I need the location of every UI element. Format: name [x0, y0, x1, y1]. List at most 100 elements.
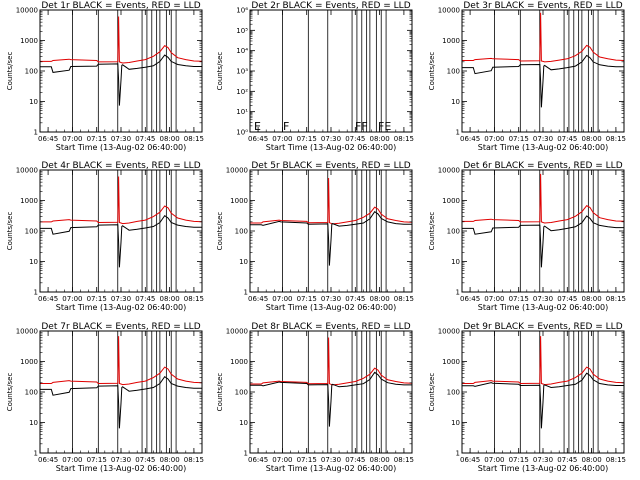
x-axis-label: Start Time (13-Aug-02 06:40:00)	[478, 303, 609, 312]
chart-panel-8: Det 8r BLACK = Events, RED = LLD 1 10 100 10…	[216, 322, 414, 473]
y-axis-label: Counts/sec	[216, 373, 224, 412]
x-tick-label: 08:15	[184, 456, 204, 464]
series-line-events	[250, 371, 412, 427]
y-tick-label: 10²	[236, 88, 248, 96]
x-tick-label: 07:15	[87, 456, 107, 464]
x-tick-label: 06:45	[460, 456, 480, 464]
x-tick-label: 08:15	[606, 456, 626, 464]
x-tick-label: 06:45	[248, 135, 268, 143]
y-tick-label: 1	[34, 450, 38, 458]
x-axis-label: Start Time (13-Aug-02 06:40:00)	[56, 143, 187, 152]
event-lines	[493, 10, 599, 132]
y-tick-label: 10000	[16, 7, 38, 15]
y-tick-label: 10	[239, 419, 248, 427]
x-tick-label: 07:00	[272, 295, 292, 303]
x-tick-label: 08:15	[606, 295, 626, 303]
event-lines	[72, 10, 177, 132]
y-tick-label: 100	[447, 389, 460, 397]
y-tick-label: 10000	[438, 328, 460, 336]
x-tick-label: 07:45	[345, 295, 365, 303]
series-line-events	[40, 54, 202, 106]
y-tick-label: 10000	[226, 328, 248, 336]
series-group	[462, 336, 624, 429]
y-tick-label: 10000	[16, 328, 38, 336]
x-tick-label: 07:45	[135, 456, 155, 464]
y-axis-label: Counts/sec	[428, 212, 436, 251]
y-tick-label: 1	[244, 289, 248, 297]
y-tick-label: 10³	[236, 68, 248, 76]
series-group	[462, 173, 624, 268]
x-tick-label: 07:15	[87, 295, 107, 303]
chart-panel-5: Det 5r BLACK = Events, RED = LLD 1 10 100 10…	[216, 161, 414, 312]
y-tick-label: 10⁵	[236, 27, 248, 35]
x-tick-label: 07:45	[135, 135, 155, 143]
x-tick-label: 07:00	[62, 295, 82, 303]
x-tick-label: 06:45	[460, 135, 480, 143]
chart-title: Det 7r BLACK = Events, RED = LLD	[41, 322, 200, 332]
x-tick-label: 07:45	[345, 456, 365, 464]
annotation-label: F	[283, 120, 289, 133]
x-tick-label: 07:30	[111, 135, 131, 143]
x-axis-label: Start Time (13-Aug-02 06:40:00)	[56, 464, 187, 473]
chart-panel-3: Det 3r BLACK = Events, RED = LLD 1 10 100 10…	[428, 1, 626, 152]
chart-title: Det 4r BLACK = Events, RED = LLD	[41, 161, 200, 171]
y-tick-label: 1000	[20, 358, 38, 366]
x-tick-label: 08:15	[394, 456, 414, 464]
x-axis-label: Start Time (13-Aug-02 06:40:00)	[266, 303, 397, 312]
chart-panel-4: Det 4r BLACK = Events, RED = LLD 1 10 100 10…	[6, 161, 204, 312]
x-tick-label: 07:15	[297, 295, 317, 303]
x-tick-label: 07:30	[321, 135, 341, 143]
x-tick-label: 06:45	[248, 456, 268, 464]
y-tick-label: 10000	[16, 167, 38, 175]
x-tick-label: 07:15	[87, 135, 107, 143]
series-line-events	[462, 54, 624, 108]
x-tick-label: 07:15	[509, 295, 529, 303]
x-tick-label: 07:15	[509, 135, 529, 143]
event-lines	[281, 10, 387, 132]
series-line-lld	[462, 12, 624, 63]
series-line-lld	[40, 336, 202, 386]
y-tick-label: 10000	[438, 167, 460, 175]
y-tick-label: 10	[239, 258, 248, 266]
x-tick-label: 07:45	[557, 135, 577, 143]
x-tick-label: 08:00	[160, 135, 180, 143]
x-tick-label: 07:00	[62, 135, 82, 143]
chart-title: Det 9r BLACK = Events, RED = LLD	[463, 322, 622, 332]
x-tick-label: 08:00	[582, 135, 602, 143]
x-tick-label: 08:15	[394, 135, 414, 143]
y-tick-label: 1	[456, 129, 460, 137]
x-tick-label: 07:45	[345, 135, 365, 143]
x-tick-label: 08:00	[370, 135, 390, 143]
x-axis-label: Start Time (13-Aug-02 06:40:00)	[478, 143, 609, 152]
x-tick-label: 07:30	[321, 295, 341, 303]
y-tick-label: 100	[25, 68, 38, 76]
y-tick-label: 1000	[230, 197, 248, 205]
series-group	[40, 16, 202, 106]
x-tick-label: 07:45	[557, 295, 577, 303]
x-tick-label: 08:15	[606, 135, 626, 143]
x-tick-label: 06:45	[460, 295, 480, 303]
x-tick-label: 06:45	[38, 456, 58, 464]
y-tick-label: 10	[29, 419, 38, 427]
chart-panel-6: Det 6r BLACK = Events, RED = LLD 1 10 100 10…	[428, 161, 626, 312]
series-line-events	[250, 211, 412, 266]
event-lines	[72, 331, 177, 453]
y-tick-label: 1000	[230, 358, 248, 366]
event-lines	[493, 331, 599, 453]
x-tick-label: 07:00	[484, 135, 504, 143]
y-axis-label: Counts/sec	[6, 52, 14, 91]
annotation-label: FF	[355, 120, 368, 133]
y-tick-label: 1000	[20, 37, 38, 45]
x-tick-label: 08:00	[370, 456, 390, 464]
series-line-lld	[462, 336, 624, 386]
x-tick-label: 06:45	[248, 295, 268, 303]
x-tick-label: 08:00	[370, 295, 390, 303]
series-line-events	[462, 372, 624, 429]
x-tick-label: 07:30	[321, 456, 341, 464]
x-tick-label: 07:30	[111, 456, 131, 464]
series-line-lld	[462, 173, 624, 224]
x-tick-label: 07:30	[533, 456, 553, 464]
y-axis-label: Counts/sec	[216, 52, 224, 91]
y-tick-label: 10	[451, 98, 460, 106]
